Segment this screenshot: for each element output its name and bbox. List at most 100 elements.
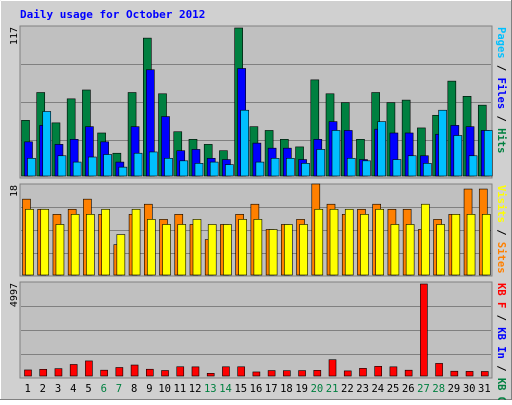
kbytes-bar <box>177 367 184 376</box>
pages-bar <box>378 122 386 176</box>
kbytes-bar <box>299 371 306 376</box>
legend-part-4: Hits <box>495 128 507 153</box>
hits-legend: Pages / Files / Hits <box>495 27 507 153</box>
pages-bar <box>362 161 370 176</box>
pages-bar <box>134 153 142 176</box>
pages-bar <box>423 163 431 176</box>
day-label: 14 <box>219 383 232 395</box>
day-label: 21 <box>326 383 339 395</box>
visits-bar <box>102 209 110 275</box>
day-label: 19 <box>295 383 308 395</box>
visits-bar <box>452 214 460 275</box>
visits-legend: Visits / Sites <box>495 185 507 274</box>
visits-bar <box>41 209 49 275</box>
legend-part-0: Visits <box>495 185 507 223</box>
pages-bar <box>454 136 462 176</box>
visits-bar <box>330 209 338 275</box>
day-label: 9 <box>146 383 152 395</box>
kbytes-bar <box>436 363 443 376</box>
kbytes-bar <box>359 368 366 376</box>
pages-bar <box>317 149 325 176</box>
visits-bar <box>376 209 384 275</box>
chart-title: Daily usage for October 2012 <box>20 8 205 21</box>
visits-bar <box>269 230 277 276</box>
visits-bar <box>345 209 353 275</box>
day-label: 23 <box>356 383 369 395</box>
visits-bar <box>406 224 414 275</box>
legend-part-0: KB F <box>495 283 507 308</box>
day-label: 31 <box>478 383 491 395</box>
kbytes-bar <box>405 370 412 376</box>
kbytes-bar <box>466 371 473 376</box>
visits-bar <box>421 204 429 275</box>
pages-bar <box>256 162 264 176</box>
day-label: 26 <box>402 383 415 395</box>
kbytes-bar <box>25 370 32 376</box>
day-label: 29 <box>448 383 461 395</box>
pages-bar <box>73 162 81 176</box>
pages-bar <box>104 154 112 176</box>
day-label: 1 <box>24 383 30 395</box>
day-label: 17 <box>265 383 278 395</box>
pages-bar <box>286 158 294 176</box>
day-label: 15 <box>234 383 247 395</box>
pages-bar <box>180 161 188 176</box>
pages-bar <box>28 158 36 176</box>
day-label: 8 <box>131 383 137 395</box>
kbytes-bar <box>146 369 153 376</box>
kbytes-bar <box>55 369 62 376</box>
pages-bar <box>225 165 233 176</box>
kbytes-bar <box>390 367 397 376</box>
legend-part-0: Pages <box>495 27 507 59</box>
pages-bar <box>241 110 249 176</box>
day-label: 16 <box>250 383 263 395</box>
day-label: 11 <box>174 383 187 395</box>
day-label: 13 <box>204 383 217 395</box>
kbytes-ymax-label: 4997 <box>9 283 20 307</box>
day-label: 24 <box>371 383 384 395</box>
legend-part-4: KB Out <box>495 378 507 400</box>
pages-bar <box>119 167 127 176</box>
visits-bar <box>482 214 490 275</box>
visits-bar <box>223 224 231 275</box>
pages-bar <box>302 163 310 176</box>
kbytes-bar <box>344 371 351 376</box>
visits-bar <box>132 209 140 275</box>
pages-bar <box>43 111 51 176</box>
day-label: 5 <box>85 383 91 395</box>
kbytes-bar <box>101 370 108 376</box>
visits-bar <box>117 235 125 275</box>
kbytes-bar <box>329 360 336 376</box>
day-label: 3 <box>55 383 61 395</box>
kbytes-bar <box>40 369 47 376</box>
pages-bar <box>408 156 416 176</box>
pages-bar <box>88 157 96 176</box>
visits-bar <box>163 224 171 275</box>
visits-bar <box>437 224 445 275</box>
legend-part-2: Files <box>495 78 507 110</box>
visits-bar <box>467 214 475 275</box>
day-label: 25 <box>387 383 400 395</box>
day-label: 12 <box>189 383 202 395</box>
pages-bar <box>271 158 279 176</box>
legend-part-1: / <box>495 223 507 242</box>
pages-bar <box>484 130 492 176</box>
kbytes-bar <box>375 366 382 376</box>
visits-ymax-label: 18 <box>9 185 20 197</box>
legend-part-1: / <box>495 59 507 78</box>
day-label: 2 <box>40 383 46 395</box>
pages-bar <box>58 156 66 176</box>
kbytes-bar <box>451 371 458 376</box>
pages-bar <box>439 110 447 176</box>
pages-bar <box>347 158 355 176</box>
kbytes-bar <box>268 371 275 376</box>
kbytes-bar <box>420 284 427 376</box>
kbytes-legend: KB F / KB In / KB Out <box>495 283 507 400</box>
kbytes-bar <box>116 367 123 376</box>
pages-bar <box>393 160 401 176</box>
pages-bar <box>165 158 173 176</box>
visits-bar <box>56 224 64 275</box>
kbytes-bar <box>283 371 290 376</box>
pages-bar <box>210 162 218 176</box>
